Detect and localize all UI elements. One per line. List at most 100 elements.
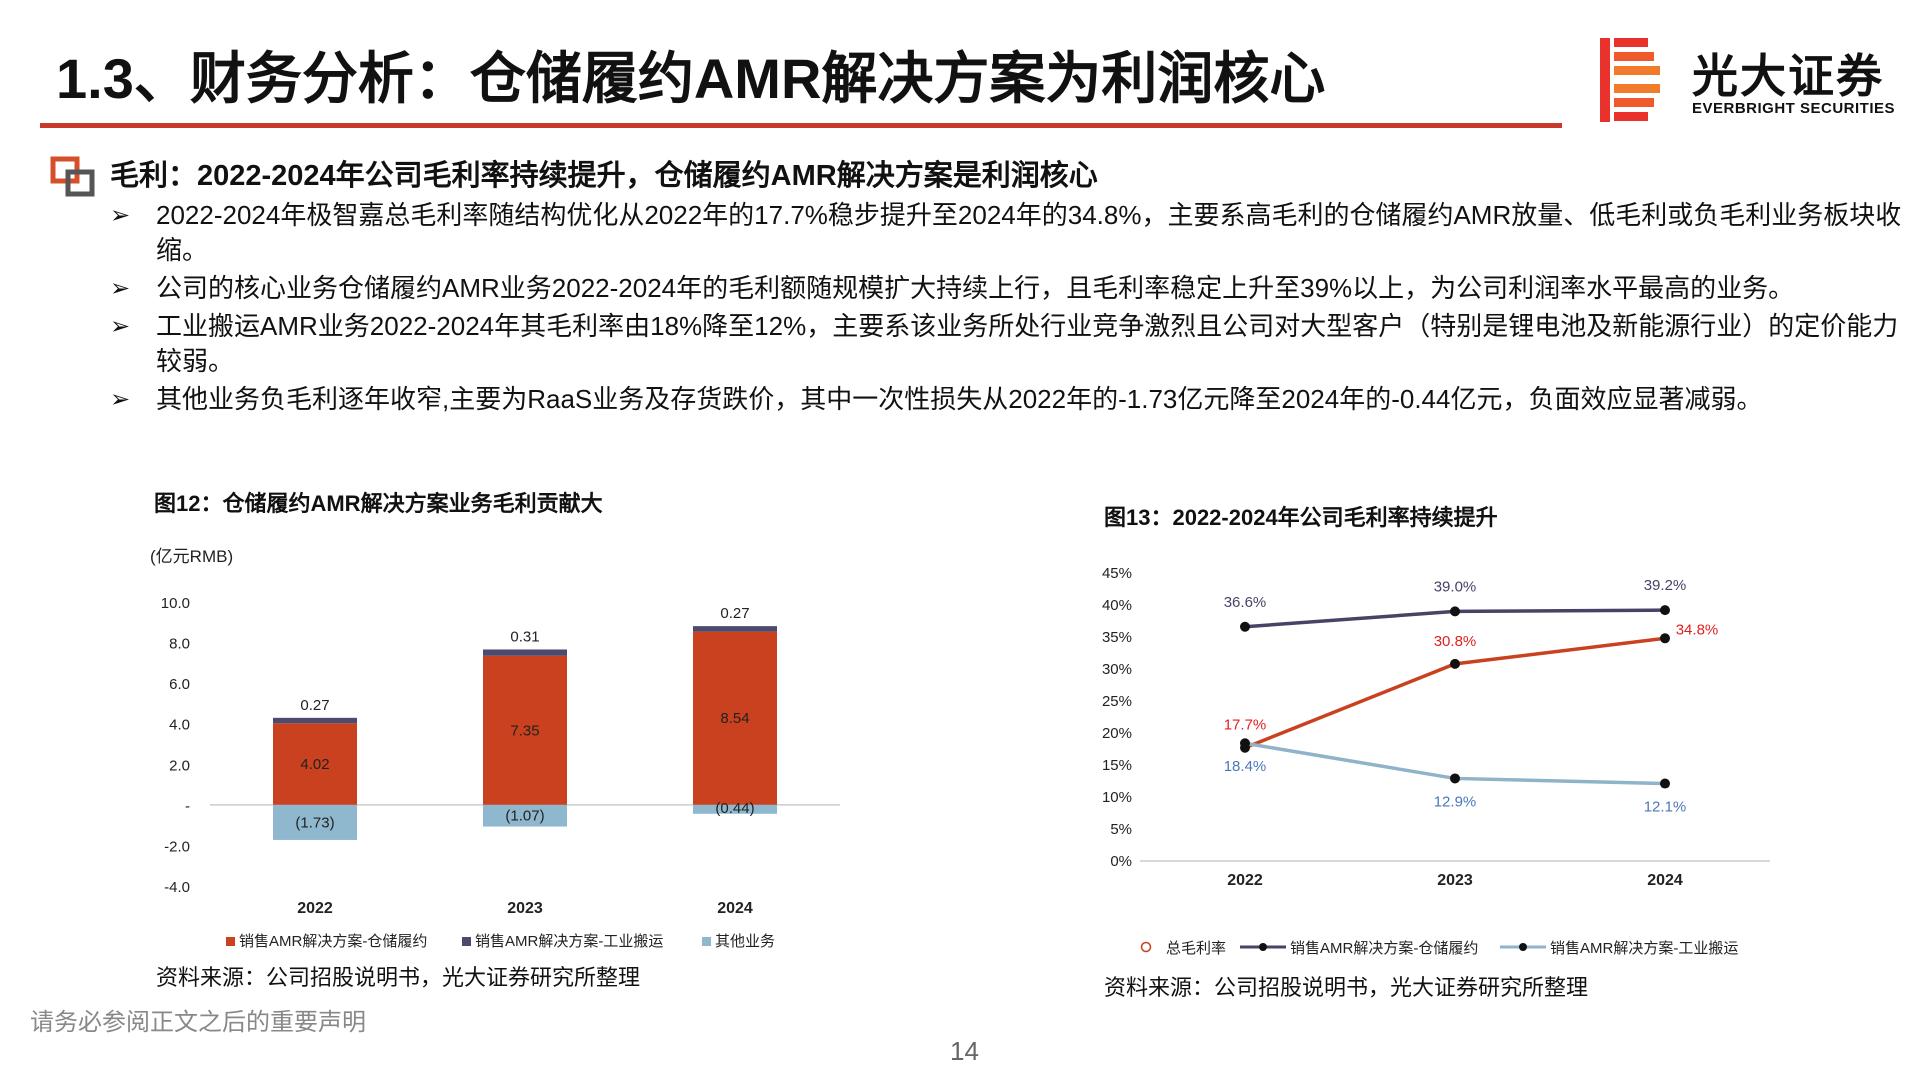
legend-label: 总毛利率: [1166, 940, 1226, 957]
legend-marker: [1519, 943, 1527, 951]
bullet-text: 工业搬运AMR业务2022-2024年其毛利率由18%降至12%，主要系该业务所…: [156, 311, 1899, 376]
legend-label: 销售AMR解决方案-仓储履约: [239, 932, 427, 950]
series-point: [1660, 605, 1670, 616]
everbright-logo-icon: [1600, 38, 1660, 122]
bullet-list: ➢ 2022-2024年极智嘉总毛利率随结构优化从2022年的17.7%稳步提升至…: [110, 198, 1910, 420]
series-point: [1450, 606, 1460, 617]
x-tick-label: 2023: [507, 900, 543, 917]
bar-label-industrial: 0.31: [510, 628, 539, 645]
y-tick-label: 2.0: [169, 757, 190, 774]
y-tick-label: 5%: [1110, 821, 1132, 838]
bar-label-other: (1.73): [295, 814, 334, 831]
page-title: 1.3、财务分析：仓储履约AMR解决方案为利润核心: [56, 47, 1326, 110]
series-point: [1660, 633, 1670, 644]
figure-13-title: 图13：2022-2024年公司毛利率持续提升: [1104, 505, 1498, 530]
x-tick-label: 2022: [297, 900, 333, 917]
series-point: [1240, 621, 1250, 632]
bar-label-warehouse: 8.54: [720, 710, 749, 727]
bullet-item: ➢ 公司的核心业务仓储履约AMR业务2022-2024年的毛利额随规模扩大持续上行…: [110, 271, 1910, 306]
y-tick-label: 40%: [1102, 597, 1132, 614]
y-tick-label: 4.0: [169, 717, 190, 734]
data-label: 30.8%: [1434, 633, 1477, 650]
legend-marker: [1140, 941, 1152, 953]
y-tick-label: 6.0: [169, 676, 190, 693]
bullet-text: 公司的核心业务仓储履约AMR业务2022-2024年的毛利额随规模扩大持续上行，…: [156, 273, 1795, 303]
stacked-bar-chart: (亿元RMB) 10.0 8.0 6.0 4.0 2.0 - -2.0 -4.0 4.02 0.27…: [150, 547, 840, 950]
bar-industrial: [693, 626, 777, 632]
y-tick-label: 30%: [1102, 661, 1132, 678]
series-point: [1450, 658, 1460, 669]
y-tick-label: 15%: [1102, 757, 1132, 774]
bar-label-warehouse: 4.02: [300, 756, 329, 773]
page-number: 14: [950, 1036, 979, 1066]
y-tick-label: 45%: [1102, 565, 1132, 582]
y-tick-label: 0%: [1110, 853, 1132, 870]
x-tick-label: 2024: [717, 900, 753, 917]
bar-industrial: [483, 649, 567, 656]
bullet-item: ➢ 其他业务负毛利逐年收窄,主要为RaaS业务及存货跌价，其中一次性损失从2022…: [110, 382, 1910, 417]
data-label: 12.1%: [1644, 799, 1687, 816]
bar-industrial: [273, 717, 357, 724]
bar-other: [693, 804, 777, 814]
series-point: [1660, 778, 1670, 789]
data-label: 17.7%: [1224, 717, 1267, 734]
y-tick-label: 20%: [1102, 725, 1132, 742]
legend-label: 销售AMR解决方案-仓储履约: [1290, 939, 1478, 957]
section-heading: 毛利：2022-2024年公司毛利率持续提升，仓储履约AMR解决方案是利润核心: [110, 160, 1098, 192]
x-tick-label: 2022: [1227, 872, 1263, 889]
bar-label-warehouse: 7.35: [510, 722, 539, 739]
y-tick-label: 10.0: [161, 595, 190, 612]
y-tick-label: 10%: [1102, 789, 1132, 806]
bar-warehouse: [483, 655, 567, 805]
bar-warehouse: [693, 631, 777, 805]
bullet-text: 其他业务负毛利逐年收窄,主要为RaaS业务及存货跌价，其中一次性损失从2022年…: [156, 384, 1763, 414]
bar-other: [483, 804, 567, 827]
y-tick-label: 8.0: [169, 636, 190, 653]
section-square-icon: [50, 156, 95, 197]
title-divider: [40, 123, 1562, 128]
x-tick-label: 2024: [1647, 872, 1683, 889]
logo-text-en: EVERBRIGHT SECURITIES: [1692, 100, 1896, 117]
data-label: 12.9%: [1434, 793, 1477, 810]
series-point: [1240, 738, 1250, 749]
bar-label-other: (1.07): [505, 808, 544, 825]
legend-label: 销售AMR解决方案-工业搬运: [1550, 939, 1738, 957]
disclaimer-text: 请务必参阅正文之后的重要声明: [30, 1009, 366, 1036]
bullet-text: 2022-2024年极智嘉总毛利率随结构优化从2022年的17.7%稳步提升至2…: [156, 200, 1902, 265]
y-axis-unit-label: (亿元RMB): [150, 547, 233, 566]
bullet-item: ➢ 2022-2024年极智嘉总毛利率随结构优化从2022年的17.7%稳步提升至…: [110, 198, 1910, 268]
bullet-item: ➢ 工业搬运AMR业务2022-2024年其毛利率由18%降至12%，主要系该业务…: [110, 309, 1910, 379]
y-tick-label: 35%: [1102, 629, 1132, 646]
legend-label: 销售AMR解决方案-工业搬运: [475, 932, 663, 950]
figure-12-title: 图12：仓储履约AMR解决方案业务毛利贡献大: [154, 491, 603, 516]
series-point: [1450, 773, 1460, 784]
bar-label-industrial: 0.27: [720, 605, 749, 622]
bar-label-other: (0.44): [715, 800, 754, 817]
bullet-arrow-icon: ➢: [110, 386, 131, 413]
y-tick-label: -4.0: [164, 879, 190, 896]
data-label: 18.4%: [1224, 758, 1267, 775]
data-label: 39.0%: [1434, 578, 1477, 595]
bar-warehouse: [273, 723, 357, 805]
bullet-arrow-icon: ➢: [110, 313, 131, 340]
legend-swatch: [462, 937, 471, 946]
y-tick-label: -2.0: [164, 838, 190, 855]
brand-logo: 光大证券 EVERBRIGHT SECURITIES: [1600, 36, 1900, 126]
legend-swatch: [226, 937, 235, 946]
data-label: 36.6%: [1224, 594, 1267, 611]
y-tick-label: 25%: [1102, 693, 1132, 710]
series-line: [1244, 636, 1666, 750]
bar-label-industrial: 0.27: [300, 697, 329, 714]
figure-13-source: 资料来源：公司招股说明书，光大证券研究所整理: [1104, 975, 1589, 1000]
bullet-arrow-icon: ➢: [110, 202, 131, 229]
y-tick-label: -: [185, 798, 190, 815]
legend-marker: [1259, 943, 1267, 951]
data-label: 34.8%: [1676, 621, 1719, 638]
x-tick-label: 2023: [1437, 872, 1473, 889]
legend-swatch: [702, 937, 711, 946]
line-chart: 45% 40% 35% 30% 25% 20% 15% 10% 5% 0% 2022 2023 2024…: [1102, 565, 1770, 957]
data-label: 39.2%: [1644, 577, 1687, 594]
logo-text-cn: 光大证券: [1692, 50, 1884, 102]
figure-12-source: 资料来源：公司招股说明书，光大证券研究所整理: [156, 965, 641, 990]
legend-label: 其他业务: [715, 933, 775, 950]
